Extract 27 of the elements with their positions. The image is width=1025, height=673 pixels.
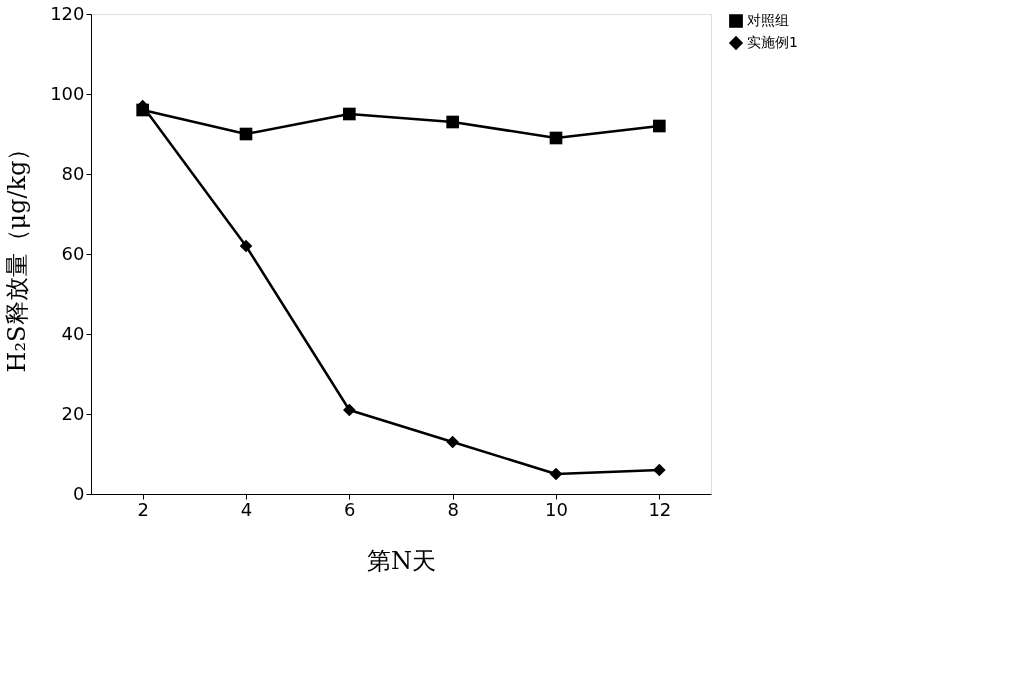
x-tick-label: 8 (447, 498, 459, 520)
point (549, 131, 563, 145)
point (653, 119, 666, 133)
point (653, 463, 666, 477)
point (549, 467, 563, 481)
y-tick-label: 100 (50, 82, 85, 104)
x-tick-label: 6 (344, 498, 356, 520)
y-tick-label: 80 (61, 162, 85, 184)
y-tick-label: 60 (61, 242, 85, 264)
y-tick-label: 20 (61, 402, 85, 424)
x-axis-title: 第N天 (367, 546, 436, 575)
point (239, 239, 253, 253)
point (446, 115, 459, 129)
y-tick-label: 120 (50, 2, 85, 24)
x-tick-label: 10 (545, 498, 568, 520)
legend-label: 实施例1 (747, 34, 798, 50)
point (446, 435, 459, 449)
point (239, 127, 253, 141)
x-tick-label: 2 (137, 498, 149, 520)
y-axis-title: H₂S释放量（μg/kg） (3, 136, 32, 373)
y-tick-label: 0 (73, 482, 85, 504)
y-tick-label: 40 (61, 322, 85, 344)
point (343, 403, 356, 417)
point (343, 107, 356, 121)
x-tick-label: 12 (648, 498, 672, 520)
x-tick-label: 4 (240, 498, 253, 520)
legend-label: 对照组 (747, 12, 789, 28)
